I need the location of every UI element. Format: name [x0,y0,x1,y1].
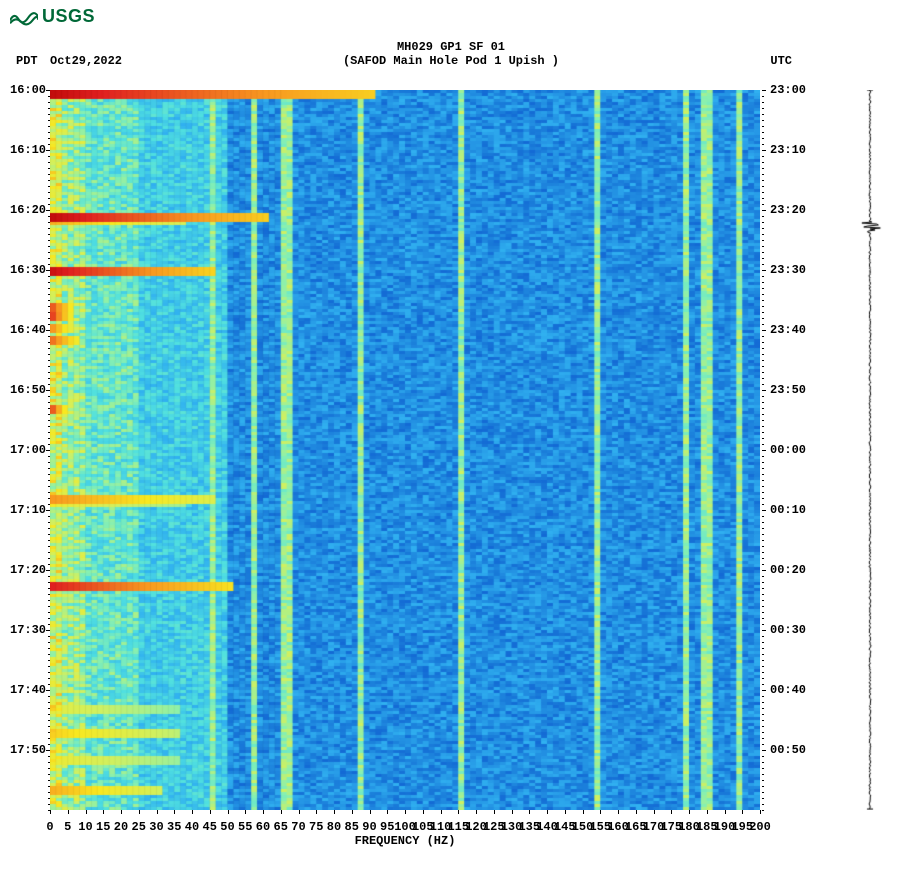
xtick-label: 5 [64,820,71,834]
utc-label: UTC [770,54,792,68]
xtick-label: 65 [274,820,288,834]
right-ytick-label: 23:20 [770,203,806,217]
xtick-label: 70 [291,820,305,834]
spectrogram-plot [50,90,760,810]
xtick-label: 15 [96,820,110,834]
xtick-label: 25 [132,820,146,834]
xtick-label: 30 [149,820,163,834]
right-ytick-label: 00:30 [770,623,806,637]
xtick-label: 60 [256,820,270,834]
right-ytick-label: 00:20 [770,563,806,577]
left-ytick-label: 17:50 [10,743,46,757]
x-axis-label: FREQUENCY (HZ) [50,834,760,848]
left-ytick-label: 17:20 [10,563,46,577]
xtick-label: 55 [238,820,252,834]
left-ytick-label: 16:00 [10,83,46,97]
x-axis: FREQUENCY (HZ) 0510152025303540455055606… [50,810,760,850]
xtick-label: 80 [327,820,341,834]
usgs-wave-icon [10,8,38,26]
left-ytick-label: 16:50 [10,383,46,397]
left-ytick-label: 17:40 [10,683,46,697]
left-ytick-label: 16:40 [10,323,46,337]
usgs-logo: USGS [10,6,95,27]
xtick-label: 50 [220,820,234,834]
right-ytick-label: 23:50 [770,383,806,397]
xtick-label: 45 [203,820,217,834]
usgs-text: USGS [42,6,95,27]
right-ytick-label: 00:10 [770,503,806,517]
xtick-label: 95 [380,820,394,834]
xtick-label: 90 [362,820,376,834]
left-ytick-label: 16:30 [10,263,46,277]
xtick-label: 0 [46,820,53,834]
right-ytick-label: 23:10 [770,143,806,157]
left-ytick-label: 17:10 [10,503,46,517]
xtick-label: 35 [167,820,181,834]
left-y-axis: 16:0016:1016:2016:3016:4016:5017:0017:10… [0,90,48,810]
chart-header: MH029 GP1 SF 01 (SAFOD Main Hole Pod 1 U… [0,40,902,68]
right-ytick-label: 00:00 [770,443,806,457]
left-ytick-label: 16:10 [10,143,46,157]
title-line-2: (SAFOD Main Hole Pod 1 Upish ) [0,54,902,68]
xtick-label: 10 [78,820,92,834]
xtick-label: 85 [345,820,359,834]
xtick-label: 20 [114,820,128,834]
pdt-label: PDT [16,54,38,68]
seismogram-canvas [850,90,890,810]
left-ytick-label: 16:20 [10,203,46,217]
seismogram-strip [850,90,890,810]
right-y-axis: 23:0023:1023:2023:3023:4023:5000:0000:10… [762,90,822,810]
spectrogram-canvas [50,90,760,810]
right-ytick-label: 23:00 [770,83,806,97]
xtick-label: 75 [309,820,323,834]
right-ytick-label: 23:40 [770,323,806,337]
xtick-label: 40 [185,820,199,834]
left-ytick-label: 17:30 [10,623,46,637]
title-line-1: MH029 GP1 SF 01 [0,40,902,54]
left-ytick-label: 17:00 [10,443,46,457]
right-ytick-label: 23:30 [770,263,806,277]
right-ytick-label: 00:40 [770,683,806,697]
right-ytick-label: 00:50 [770,743,806,757]
date-label: Oct29,2022 [50,54,122,68]
xtick-label: 200 [749,820,771,834]
